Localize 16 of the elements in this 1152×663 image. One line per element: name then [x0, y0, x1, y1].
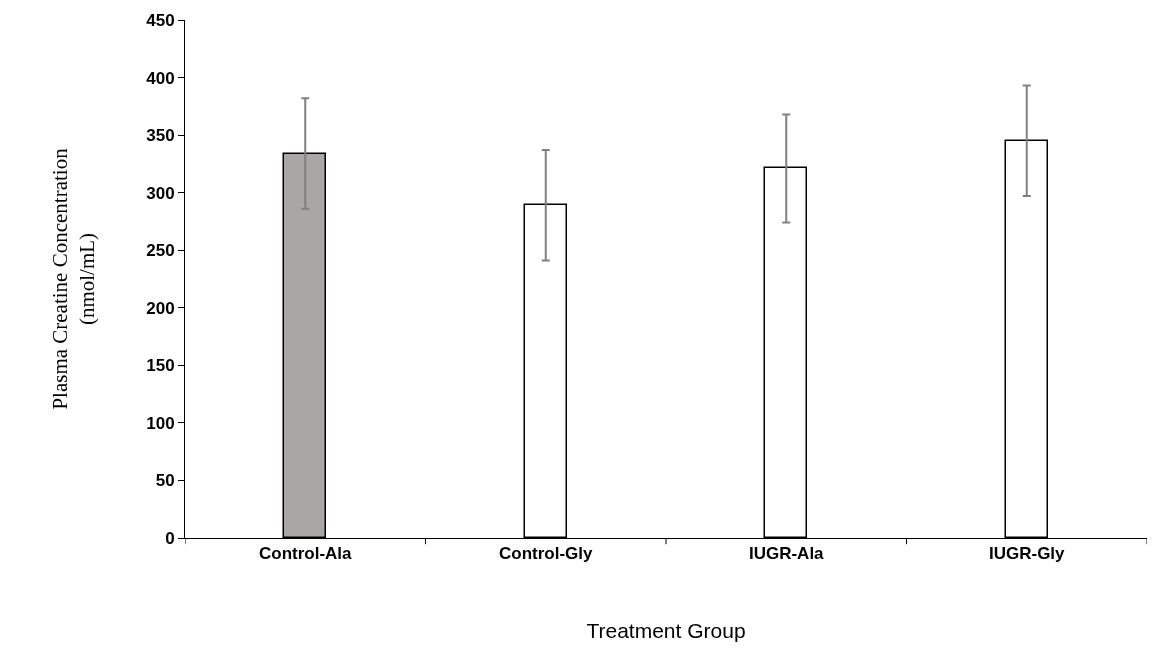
y-tick-label: 250: [146, 241, 175, 261]
x-tick-label: IUGR-Ala: [748, 544, 825, 564]
y-tick-label: 450: [146, 10, 175, 30]
y-tick-label: 100: [146, 413, 175, 433]
y-tick-label: 200: [146, 298, 175, 318]
x-tick-label: Control-Ala: [258, 544, 353, 564]
x-tick-label: IUGR-Gly: [988, 544, 1066, 564]
y-tick-label: 350: [146, 126, 175, 146]
x-axis-title: Treatment Group: [586, 618, 746, 642]
y-tick-label: 150: [146, 356, 175, 376]
y-tick-label: 50: [155, 471, 175, 491]
y-axis-title: Plasma Creatine Concentration (nmol/mL): [48, 147, 100, 410]
y-tick-label: 400: [146, 68, 175, 88]
x-tick-label: Control-Gly: [499, 544, 594, 564]
y-tick-label: 300: [146, 183, 175, 203]
y-tick-label: 0: [165, 528, 175, 548]
